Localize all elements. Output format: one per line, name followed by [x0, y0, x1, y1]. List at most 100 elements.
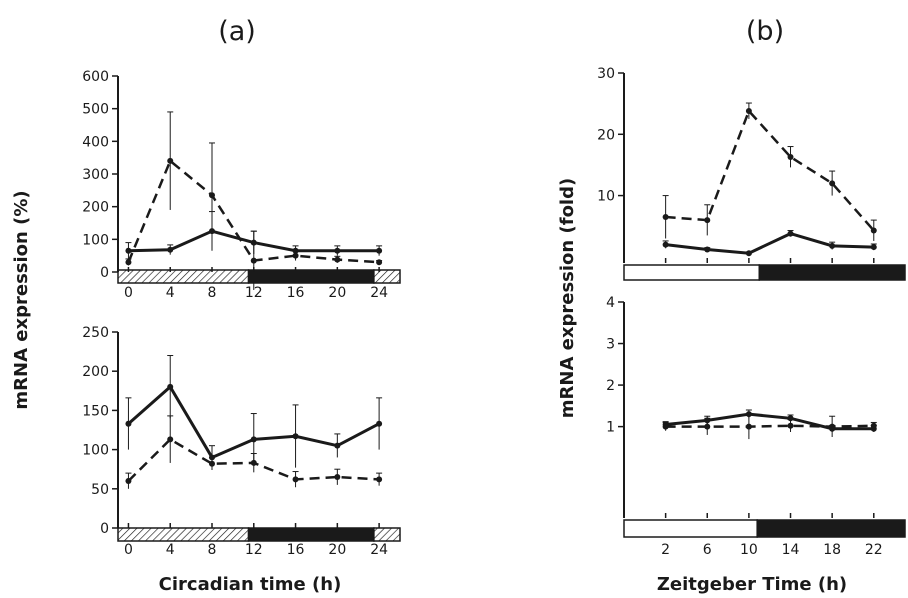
panel-a-bottom-chart: 0 50 100 150 200 250 0 4 8 12 16 20 24: [82, 325, 401, 558]
a-top-x-tick-label: 8: [208, 285, 217, 301]
a-top-y-tick-label: 600: [82, 69, 109, 85]
a-bottom-y-tick-label: 150: [82, 403, 109, 419]
b-top-series-dashed-point: [787, 153, 794, 160]
b-bottom-series-dashed-point: [829, 423, 836, 430]
b-bottom-series-solid-line: [665, 412, 874, 431]
a-top-series-dashed-point: [250, 257, 257, 264]
b-bottom-x-tick-label: 2: [661, 542, 670, 558]
b-top-y-tick-label: 30: [597, 66, 615, 82]
a-top-y-tick-label: 200: [82, 200, 109, 216]
left-x-axis-title: Circadian time (h): [159, 574, 342, 595]
right-y-axis-title: mRNA expression (fold): [557, 178, 578, 418]
a-top-series-solid-point: [334, 247, 341, 254]
left-y-axis-title: mRNA expression (%): [11, 190, 32, 409]
right-x-axis-title: Zeitgeber Time (h): [657, 574, 847, 595]
a-bottom-x-tick-label: 20: [328, 542, 346, 558]
a-top-x-tick-label: 16: [287, 285, 305, 301]
b-bottom-x-tick-label: 18: [823, 542, 841, 558]
a-top-light-dark-bar-segment-2: [373, 269, 401, 284]
a-top-y-tick-label: 300: [82, 167, 109, 183]
a-top-light-dark-bar-segment-1: [247, 269, 375, 284]
a-bottom-series-solid-point: [167, 383, 174, 390]
a-top-series-dashed-point: [167, 157, 174, 164]
a-bottom-y-tick-label: 50: [91, 482, 109, 498]
a-bottom-light-dark-bar-segment-2: [373, 527, 401, 542]
b-bottom-y-tick-label: 3: [606, 337, 615, 353]
b-top-series-solid-point: [829, 242, 836, 249]
a-bottom-series-dashed-point: [334, 474, 341, 481]
a-bottom-series-solid-point: [250, 436, 257, 443]
b-bottom-series-dashed-point: [662, 423, 669, 430]
a-top-x-tick-label: 0: [124, 285, 133, 301]
panel-a-top-chart: 0 100 200 300 400 500 600 0 4 8 12 16 20 24: [82, 69, 401, 301]
b-top-series-dashed-point: [870, 227, 877, 234]
a-bottom-x-tick-label: 16: [287, 542, 305, 558]
b-bottom-x-tick-label: 22: [865, 542, 883, 558]
a-top-series-dashed-point: [125, 259, 132, 266]
a-top-series-dashed-point: [292, 252, 299, 259]
b-bottom-series-dashed-line: [665, 424, 874, 428]
a-bottom-y-tick-label: 0: [100, 521, 109, 537]
b-top-series-solid-point: [662, 241, 669, 248]
b-top-light-dark-bar-segment-0: [623, 264, 761, 281]
b-top-series-solid-point: [704, 246, 711, 253]
b-top-series-dashed-point: [745, 108, 752, 114]
a-top-y-tick-label: 400: [82, 134, 109, 150]
a-bottom-y-tick-label: 200: [82, 364, 109, 380]
a-bottom-series-solid-point: [334, 442, 341, 449]
panel-b-top-chart: 10 20 30: [597, 66, 906, 281]
panel-b-bottom-chart: 1 2 3 4 2 6 10 14 18 22: [606, 295, 906, 558]
panel-b-label: (b): [746, 16, 784, 47]
a-bottom-x-tick-label: 0: [124, 542, 133, 558]
b-top-series-solid-line: [665, 231, 874, 255]
a-bottom-x-tick-label: 4: [166, 542, 175, 558]
a-top-series-solid-point: [376, 247, 383, 254]
a-top-series-dashed-point: [334, 256, 341, 263]
b-top-series-dashed-point: [662, 214, 669, 221]
a-top-series-solid-point: [125, 247, 132, 254]
b-top-y-tick-label: 20: [597, 127, 615, 143]
a-bottom-series-solid-point: [376, 420, 383, 427]
a-top-y-tick-label: 100: [82, 232, 109, 248]
a-bottom-series-dashed-point: [125, 477, 132, 484]
a-top-series-solid-point: [167, 246, 174, 253]
a-top-y-tick-label: 0: [100, 265, 109, 281]
a-top-x-tick-label: 12: [245, 285, 263, 301]
a-top-x-tick-label: 4: [166, 285, 175, 301]
a-bottom-x-tick-label: 12: [245, 542, 263, 558]
b-top-series-solid-point: [870, 244, 877, 251]
a-bottom-series-solid-point: [292, 433, 299, 440]
a-bottom-series-dashed-point: [292, 476, 299, 483]
a-top-x-tick-label: 20: [328, 285, 346, 301]
a-bottom-y-tick-label: 100: [82, 443, 109, 459]
a-top-x-tick-label: 24: [370, 285, 388, 301]
b-bottom-x-tick-label: 10: [740, 542, 758, 558]
b-bottom-y-tick-label: 2: [606, 378, 615, 394]
a-bottom-x-tick-label: 24: [370, 542, 388, 558]
b-top-series-solid-point: [787, 230, 794, 237]
a-bottom-series-dashed-point: [250, 459, 257, 466]
a-top-series-dashed-point: [209, 192, 215, 199]
b-bottom-x-tick-label: 14: [782, 542, 800, 558]
a-bottom-series-dashed-point: [376, 476, 383, 483]
panel-a-label: (a): [218, 16, 256, 47]
b-top-series-dashed-point: [704, 217, 711, 224]
b-top-y-tick-label: 10: [597, 189, 615, 205]
b-bottom-y-tick-label: 1: [606, 420, 615, 436]
a-bottom-x-tick-label: 8: [208, 542, 217, 558]
a-bottom-series-dashed-point: [209, 460, 215, 467]
b-bottom-series-dashed-point: [745, 423, 752, 430]
b-bottom-y-tick-label: 4: [606, 295, 615, 311]
a-bottom-series-solid-point: [125, 420, 132, 427]
b-bottom-series-dashed-point: [870, 422, 877, 429]
b-top-series-dashed-point: [829, 180, 836, 187]
b-bottom-x-tick-label: 6: [703, 542, 712, 558]
b-bottom-light-dark-bar-segment-0: [623, 519, 758, 538]
a-bottom-light-dark-bar-segment-1: [247, 527, 375, 542]
b-bottom-light-dark-bar-segment-1: [756, 519, 906, 538]
b-top-series-dashed-line: [665, 108, 875, 232]
a-bottom-series-dashed-point: [167, 436, 174, 443]
a-top-series-dashed-point: [376, 259, 383, 266]
a-bottom-light-dark-bar-segment-0: [117, 527, 250, 542]
